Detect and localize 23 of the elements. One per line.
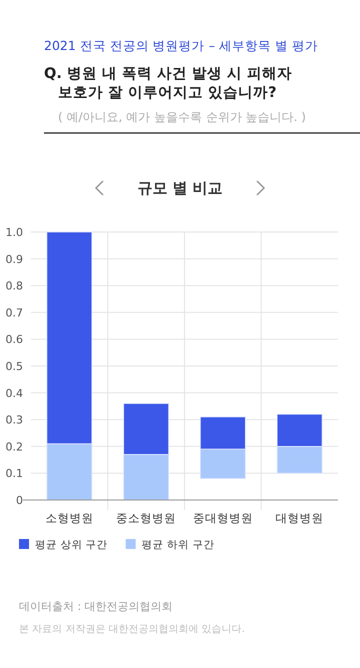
chart-title: Q. 병원 내 폭력 사건 발생 시 피해자 보호가 잘 이루어지고 있습니까? xyxy=(44,66,292,101)
text: 규모 별 비교 xyxy=(137,179,223,197)
y-tick-label: 0.8 xyxy=(6,280,23,293)
legend-label: 평균 상위 구간 xyxy=(35,539,108,551)
y-tick-label: 0.6 xyxy=(6,333,23,346)
y-tick-label: 0.2 xyxy=(6,440,23,454)
text: 본 자료의 저작권은 대한전공의협의회에 있습니다. xyxy=(19,624,245,635)
chart-subtitle: ( 예/아니요, 예가 높을수록 순위가 높습니다. ) xyxy=(58,110,306,124)
y-tick-label: 1.0 xyxy=(6,226,23,239)
y-tick-label: 0.5 xyxy=(6,360,23,373)
text: 2021 전국 전공의 병원평가 – 세부항목 별 평가 xyxy=(44,38,318,53)
x-tick-label: 중소형병원 xyxy=(116,511,176,525)
y-tick-label: 0.4 xyxy=(6,386,23,400)
y-tick-label: 0.3 xyxy=(6,414,23,427)
text: 데이터출처 : 대한전공의협의회 xyxy=(19,600,173,613)
x-tick-label: 중대형병원 xyxy=(192,511,253,525)
x-tick-label: 소형병원 xyxy=(45,511,94,525)
x-tick-label: 대형병원 xyxy=(276,511,324,525)
y-tick-label: 0 xyxy=(16,494,23,507)
y-tick-label: 0.1 xyxy=(6,467,23,480)
y-tick-label: 0.9 xyxy=(6,252,23,266)
y-tick-label: 0.7 xyxy=(6,306,23,320)
legend-label: 평균 하위 구간 xyxy=(142,539,214,551)
